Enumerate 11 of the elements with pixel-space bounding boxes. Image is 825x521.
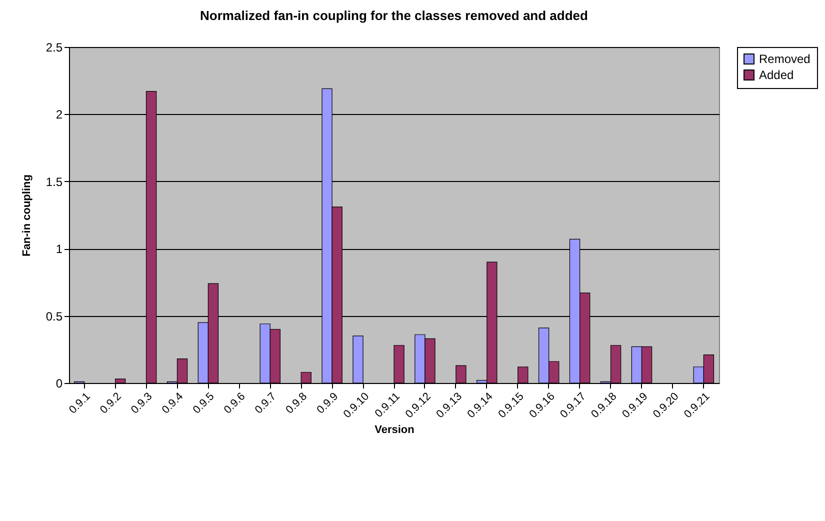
y-tick-label: 2.5	[46, 40, 63, 54]
chart-title: Normalized fan-in coupling for the classes removed and added	[200, 8, 588, 23]
y-tick-label: 1	[56, 242, 63, 256]
y-tick-label: 2	[56, 108, 63, 122]
y-tick-label: 0	[56, 376, 63, 390]
y-tick-label: 1.5	[46, 174, 63, 189]
y-axis-title: Fan-in coupling	[20, 174, 33, 256]
legend-label: Added	[759, 68, 794, 82]
legend-label: Removed	[759, 52, 810, 66]
x-axis-title: Version	[374, 424, 415, 436]
y-tick-label: 0.5	[46, 309, 63, 324]
